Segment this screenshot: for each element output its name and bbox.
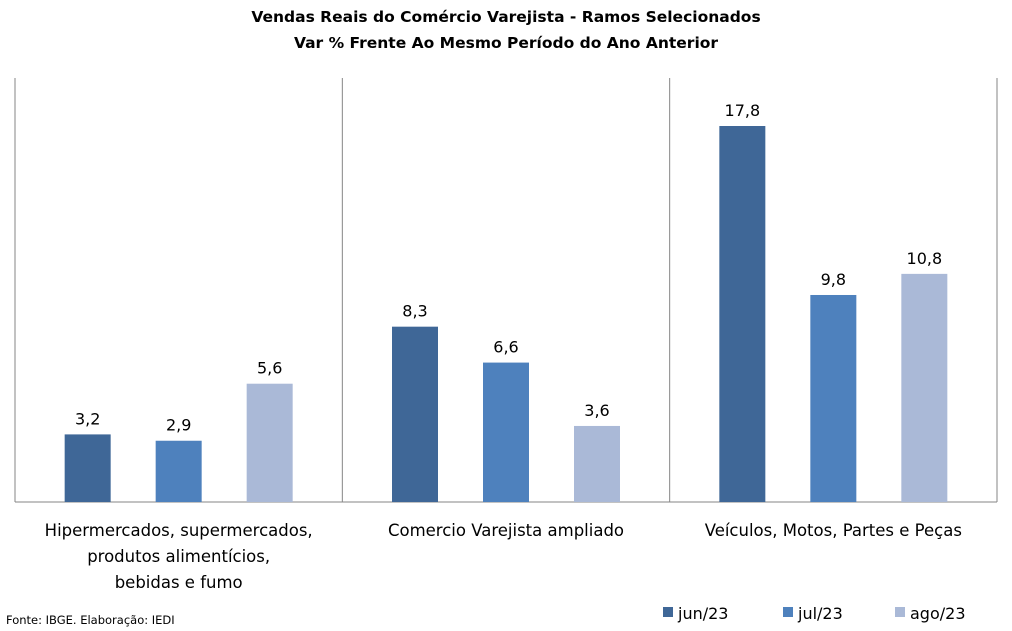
category-labels-group: Hipermercados, supermercados, produtos al… <box>45 521 962 592</box>
bar-jul-23-cat1 <box>155 440 202 502</box>
legend-label: jun/23 <box>677 604 728 623</box>
chart-title: Vendas Reais do Comércio Varejista - Ram… <box>251 8 760 26</box>
bars-group <box>64 126 948 502</box>
bar-jun-23-cat3 <box>719 126 766 502</box>
data-label: 9,8 <box>821 270 846 289</box>
bar-jun-23-cat2 <box>392 326 438 502</box>
legend-swatch-jun-23 <box>663 607 673 617</box>
data-label: 8,3 <box>402 302 427 321</box>
bar-ago-23-cat1 <box>246 383 293 502</box>
data-label: 17,8 <box>725 101 761 120</box>
category-label: Hipermercados, supermercados, <box>45 521 313 540</box>
bar-jul-23-cat3 <box>810 294 857 502</box>
data-label: 10,8 <box>907 249 943 268</box>
legend-swatch-ago-23 <box>895 607 905 617</box>
category-label: produtos alimentícios, <box>87 547 270 566</box>
bar-ago-23-cat3 <box>901 273 948 502</box>
data-label: 6,6 <box>493 338 518 357</box>
legend-label: jul/23 <box>797 604 843 623</box>
data-label: 3,6 <box>584 401 609 420</box>
category-label: Comercio Varejista ampliado <box>388 521 624 540</box>
category-label: Veículos, Motos, Partes e Peças <box>705 521 962 540</box>
legend: jun/23 jul/23 ago/23 <box>663 604 966 623</box>
data-label: 3,2 <box>75 409 100 428</box>
bar-jul-23-cat2 <box>483 362 529 502</box>
bar-jun-23-cat1 <box>64 434 111 502</box>
source-note: Fonte: IBGE. Elaboração: IEDI <box>6 613 175 627</box>
legend-label: ago/23 <box>910 604 966 623</box>
legend-swatch-jul-23 <box>783 607 793 617</box>
bar-ago-23-cat2 <box>574 425 620 502</box>
data-label: 2,9 <box>166 416 191 435</box>
value-labels-group: 3,2 2,9 5,6 8,3 6,6 3,6 17,8 9,8 10,8 <box>75 101 942 435</box>
category-label: bebidas e fumo <box>115 573 243 592</box>
chart-subtitle: Var % Frente Ao Mesmo Período do Ano Ant… <box>294 34 718 52</box>
data-label: 5,6 <box>257 359 282 378</box>
